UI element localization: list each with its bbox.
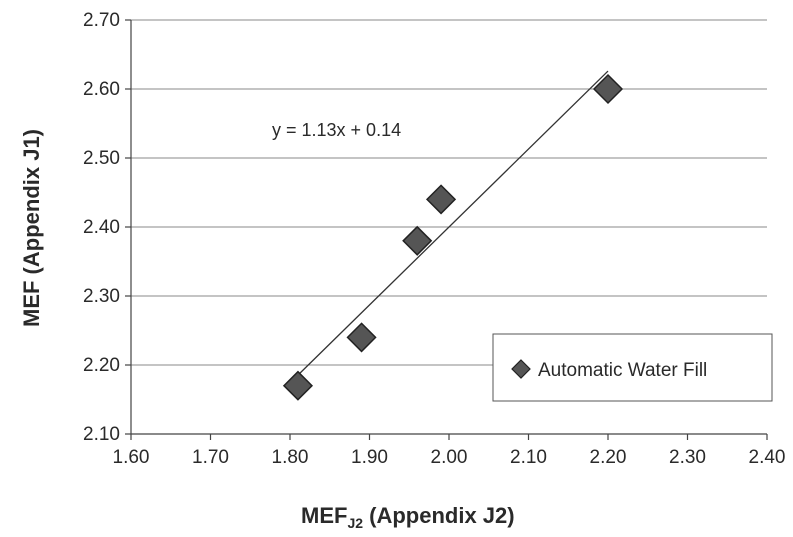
x-axis-title-subscript: J2 bbox=[347, 515, 363, 531]
x-tick-label: 1.80 bbox=[272, 447, 309, 468]
data-point bbox=[282, 370, 314, 401]
x-tick-label: 2.00 bbox=[431, 447, 468, 468]
y-tick-label: 2.30 bbox=[83, 286, 120, 307]
x-tick-label: 1.60 bbox=[113, 447, 150, 468]
y-tick-label: 2.70 bbox=[83, 10, 120, 31]
y-tick-label: 2.10 bbox=[83, 424, 120, 445]
x-tick-label: 2.30 bbox=[669, 447, 706, 468]
x-tick-label: 1.70 bbox=[192, 447, 229, 468]
y-axis-title: MEF (Appendix J1) bbox=[19, 129, 44, 327]
y-axis-ticks: 2.10 2.20 2.30 2.40 2.50 2.60 2.70 bbox=[83, 10, 131, 445]
y-tick-label: 2.40 bbox=[83, 217, 120, 238]
legend-label: Automatic Water Fill bbox=[538, 360, 707, 381]
data-point bbox=[402, 225, 433, 256]
y-tick-label: 2.50 bbox=[83, 148, 120, 169]
y-tick-label: 2.20 bbox=[83, 355, 120, 376]
x-tick-label: 2.40 bbox=[749, 447, 786, 468]
x-axis-title: MEFJ2 (Appendix J2) bbox=[301, 503, 515, 531]
x-tick-label: 2.20 bbox=[590, 447, 627, 468]
data-point bbox=[346, 322, 377, 353]
x-tick-label: 2.10 bbox=[510, 447, 547, 468]
trendline-equation: y = 1.13x + 0.14 bbox=[272, 120, 401, 140]
legend-marker-diamond bbox=[511, 359, 531, 379]
trendline bbox=[297, 70, 609, 376]
data-point bbox=[592, 73, 624, 105]
x-axis-title-rest: (Appendix J2) bbox=[363, 503, 515, 528]
legend: Automatic Water Fill bbox=[492, 333, 773, 402]
y-tick-label: 2.60 bbox=[83, 79, 120, 100]
data-point bbox=[425, 184, 457, 215]
x-axis-ticks: 1.60 1.70 1.80 1.90 2.00 2.10 2.20 2.30 2.40 bbox=[113, 434, 786, 468]
x-tick-label: 1.90 bbox=[351, 447, 388, 468]
data-points bbox=[282, 73, 624, 401]
x-axis-title-main: MEF bbox=[301, 503, 347, 528]
legend-box bbox=[492, 333, 773, 402]
